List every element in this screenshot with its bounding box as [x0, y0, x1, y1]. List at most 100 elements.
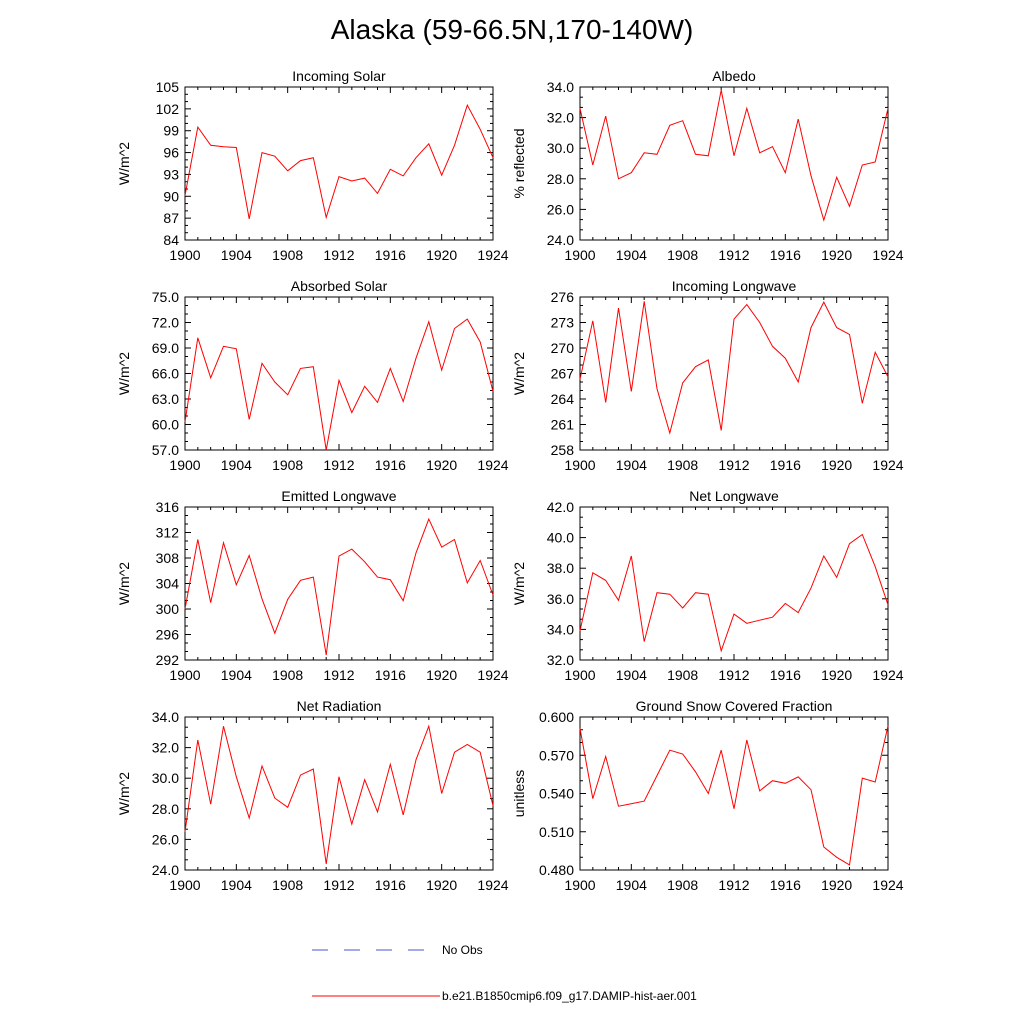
plot-frame: [184, 296, 494, 451]
x-tick-label: 1900: [564, 247, 595, 263]
plot-frame: [184, 716, 494, 871]
y-tick-label: 316: [156, 499, 180, 515]
y-axis-label: unitless: [511, 770, 527, 817]
x-tick-label: 1920: [426, 457, 457, 473]
y-axis-label: W/m^2: [116, 142, 132, 185]
y-axis-label: W/m^2: [511, 562, 527, 605]
y-tick-label: 30.0: [547, 140, 574, 156]
x-tick-label: 1920: [426, 667, 457, 683]
series-line: [579, 533, 889, 653]
chart-title: Emitted Longwave: [281, 488, 396, 504]
x-tick-label: 1908: [667, 667, 698, 683]
y-tick-label: 258: [551, 442, 575, 458]
y-axis-label: W/m^2: [116, 562, 132, 605]
x-tick-label: 1904: [616, 247, 647, 263]
legend-obs-label: No Obs: [442, 943, 483, 957]
y-tick-label: 66.0: [152, 366, 179, 382]
x-tick-label: 1924: [477, 667, 508, 683]
y-tick-label: 0.510: [539, 824, 574, 840]
x-tick-label: 1916: [770, 247, 801, 263]
chart-panel-7: Net Radiation W/m^2 1900 1904 1908 1912 1916 19…: [116, 698, 509, 893]
y-tick-label: 32.0: [152, 740, 179, 756]
x-tick-label: 1904: [221, 247, 252, 263]
x-tick-label: 1912: [718, 247, 749, 263]
x-tick-label: 1920: [426, 877, 457, 893]
x-tick-label: 1900: [564, 877, 595, 893]
chart-title: Absorbed Solar: [291, 278, 388, 294]
y-tick-label: 312: [156, 525, 180, 541]
y-tick-label: 99: [163, 123, 179, 139]
y-tick-label: 96: [163, 145, 179, 161]
plot-frame: [579, 86, 889, 241]
chart-panel-3: Absorbed Solar W/m^2 1900 1904 1908 1912 1916 1…: [116, 278, 509, 473]
x-tick-label: 1912: [323, 247, 354, 263]
chart-title: Incoming Longwave: [672, 278, 797, 294]
series-line: [184, 103, 494, 220]
x-tick-label: 1908: [667, 247, 698, 263]
x-tick-label: 1900: [169, 457, 200, 473]
x-tick-label: 1908: [272, 247, 303, 263]
x-tick-label: 1924: [872, 457, 903, 473]
y-tick-label: 57.0: [152, 442, 179, 458]
y-tick-label: 0.570: [539, 747, 574, 763]
x-tick-label: 1920: [821, 877, 852, 893]
x-tick-label: 1920: [426, 247, 457, 263]
chart-panel-6: Net Longwave W/m^2 1900 1904 1908 1912 1916 192…: [511, 488, 904, 683]
x-tick-label: 1920: [821, 667, 852, 683]
series-line: [579, 90, 889, 222]
y-tick-label: 63.0: [152, 391, 179, 407]
x-tick-label: 1904: [616, 667, 647, 683]
y-tick-label: 87: [163, 210, 179, 226]
y-axis-label: W/m^2: [116, 352, 132, 395]
y-tick-label: 36.0: [547, 591, 574, 607]
chart-title: Albedo: [712, 68, 756, 84]
x-tick-label: 1916: [770, 877, 801, 893]
x-tick-label: 1908: [272, 877, 303, 893]
x-tick-label: 1900: [564, 457, 595, 473]
x-tick-label: 1924: [477, 247, 508, 263]
y-tick-label: 32.0: [547, 110, 574, 126]
x-tick-label: 1924: [477, 457, 508, 473]
chart-title: Net Radiation: [297, 698, 382, 714]
y-tick-label: 304: [156, 576, 180, 592]
x-tick-label: 1908: [667, 457, 698, 473]
y-tick-label: 105: [156, 79, 180, 95]
y-axis-label: W/m^2: [511, 352, 527, 395]
x-tick-label: 1900: [169, 877, 200, 893]
plot-frame: [579, 716, 889, 871]
x-tick-label: 1904: [616, 877, 647, 893]
y-tick-label: 72.0: [152, 315, 179, 331]
x-tick-label: 1916: [375, 667, 406, 683]
chart-panel-8: Ground Snow Covered Fraction unitless 1900…: [511, 698, 904, 893]
x-tick-label: 1916: [770, 667, 801, 683]
chart-title: Ground Snow Covered Fraction: [636, 698, 833, 714]
y-tick-label: 264: [551, 391, 575, 407]
series-line: [579, 725, 889, 866]
x-tick-label: 1908: [667, 877, 698, 893]
plot-frame: [184, 506, 494, 661]
y-tick-label: 273: [551, 315, 575, 331]
y-tick-label: 300: [156, 601, 180, 617]
y-tick-label: 296: [156, 627, 180, 643]
y-tick-label: 32.0: [547, 652, 574, 668]
x-tick-label: 1900: [169, 667, 200, 683]
x-tick-label: 1912: [323, 667, 354, 683]
chart-panel-4: Incoming Longwave W/m^2 1900 1904 1908 1912 19…: [511, 278, 904, 473]
series-line: [184, 517, 494, 655]
x-tick-label: 1924: [872, 247, 903, 263]
y-tick-label: 24.0: [152, 862, 179, 878]
x-tick-label: 1912: [323, 457, 354, 473]
legend-obs-swatch: [312, 949, 440, 951]
page-title: Alaska (59-66.5N,170-140W): [330, 14, 694, 45]
y-tick-label: 34.0: [547, 621, 574, 637]
y-tick-label: 60.0: [152, 417, 179, 433]
y-tick-label: 102: [156, 101, 180, 117]
y-tick-label: 34.0: [152, 709, 179, 725]
y-tick-label: 38.0: [547, 560, 574, 576]
y-tick-label: 26.0: [547, 201, 574, 217]
x-tick-label: 1904: [616, 457, 647, 473]
y-tick-label: 267: [551, 366, 575, 382]
x-tick-label: 1904: [221, 457, 252, 473]
chart-panel-5: Emitted Longwave W/m^2 1900 1904 1908 1912 191…: [116, 488, 509, 683]
x-tick-label: 1908: [272, 457, 303, 473]
